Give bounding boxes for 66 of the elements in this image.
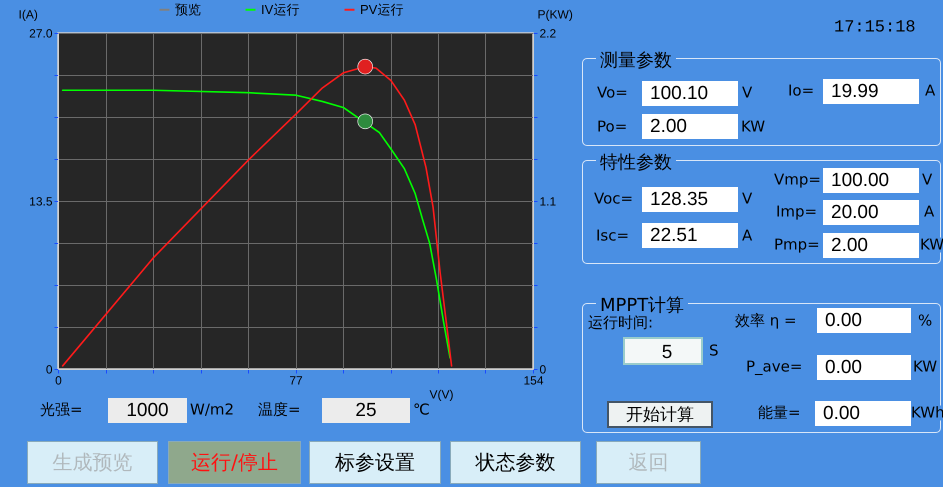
text: KW	[741, 118, 766, 136]
text: 19.99	[823, 79, 919, 104]
text: Imp=	[776, 202, 818, 220]
text: Isc=	[596, 226, 630, 244]
text: V	[742, 190, 752, 208]
text: 1000	[108, 398, 187, 423]
y2-tick-label: 1.1	[540, 194, 557, 208]
text: MPPT计算	[596, 295, 688, 316]
text: 0.00	[815, 401, 911, 426]
text: V	[922, 170, 932, 188]
text: 标参设置	[309, 441, 441, 484]
x-tick-label: 77	[289, 374, 303, 388]
x-tick-label: 154	[523, 374, 544, 388]
text: P_ave=	[746, 358, 802, 376]
text: KW	[913, 358, 938, 376]
y2-tick-label: 2.2	[540, 26, 557, 40]
legend-label: 预览	[175, 2, 201, 17]
x-tick-label: 0	[55, 374, 62, 388]
text: 20.00	[823, 200, 919, 225]
text: V	[742, 84, 752, 102]
text: 17:15:18	[834, 18, 916, 38]
text: A	[742, 226, 752, 244]
y-tick-label: 0	[46, 362, 53, 376]
text: 测量参数	[596, 50, 676, 71]
text: Po=	[597, 118, 628, 136]
text: 0.00	[817, 308, 911, 333]
text: 100.10	[642, 81, 738, 106]
text: KWh	[911, 404, 943, 422]
y-tick-label: 27.0	[29, 26, 53, 40]
text: 效率 η =	[735, 312, 797, 330]
text: 22.51	[642, 223, 738, 248]
text: 2.00	[642, 114, 738, 139]
text: 特性参数	[596, 152, 676, 173]
text: 能量=	[758, 404, 801, 422]
text: 返回	[596, 441, 701, 484]
text: 25	[322, 398, 410, 423]
text: S	[709, 342, 719, 360]
y2-tick-label: 0	[540, 362, 546, 376]
y-axis-title: I(A)	[18, 8, 38, 22]
y2-axis-title: P(KW)	[538, 8, 573, 22]
text: Vo=	[597, 84, 628, 102]
text: 5	[623, 337, 703, 365]
x-axis-title: V(V)	[430, 388, 454, 402]
text: Vmp=	[774, 170, 821, 188]
text: 光强=	[40, 400, 83, 418]
text: 128.35	[642, 187, 738, 212]
text: Voc=	[594, 190, 634, 208]
text: 运行/停止	[168, 441, 301, 484]
text: 开始计算	[607, 401, 713, 428]
text: 温度=	[258, 400, 301, 418]
text: W/m2	[190, 400, 234, 418]
text: ℃	[413, 400, 430, 418]
text: %	[918, 312, 932, 330]
text: 状态参数	[450, 441, 581, 484]
text: Pmp=	[774, 236, 820, 254]
text: A	[924, 202, 934, 220]
text: Io=	[788, 82, 814, 100]
text: 2.00	[823, 233, 919, 258]
text: A	[925, 82, 936, 100]
text: 运行时间:	[588, 314, 654, 332]
text: 生成预览	[27, 441, 158, 484]
legend-label: IV运行	[261, 2, 300, 17]
legend-label: PV运行	[360, 2, 404, 17]
text: 0.00	[817, 355, 911, 380]
y-tick-label: 13.5	[29, 194, 53, 208]
text: 100.00	[823, 168, 919, 193]
